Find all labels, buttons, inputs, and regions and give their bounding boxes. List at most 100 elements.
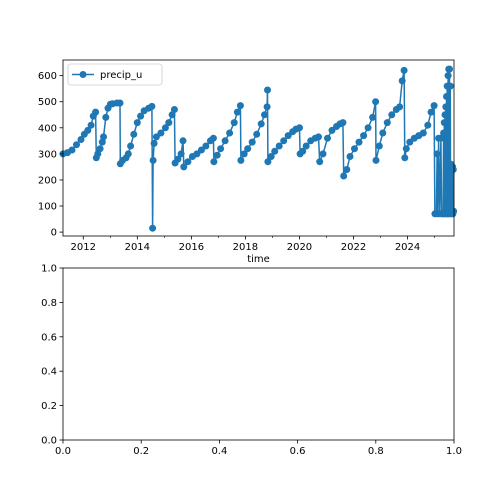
data-point-61 (237, 157, 244, 164)
x-tick-label: 2018 (233, 242, 258, 253)
data-point-103 (379, 130, 386, 137)
legend-label: precip_u (100, 70, 142, 81)
data-point-65 (253, 131, 260, 138)
data-point-98 (365, 124, 372, 131)
data-point-59 (234, 109, 241, 116)
data-point-101 (373, 157, 380, 164)
data-point-78 (296, 124, 303, 131)
data-point-52 (210, 135, 217, 142)
data-point-109 (401, 67, 408, 74)
y-tick-label: 500 (38, 97, 57, 108)
data-point-24 (125, 150, 132, 157)
data-point-87 (324, 135, 331, 142)
legend-marker (80, 71, 87, 78)
data-point-111 (403, 145, 410, 152)
x-tick-label: 2022 (341, 242, 366, 253)
y-tick-label: 0.2 (41, 401, 57, 412)
data-point-57 (226, 130, 233, 137)
y-tick-label: 200 (38, 175, 57, 186)
y-tick-label: 600 (38, 71, 57, 82)
data-point-12 (97, 145, 104, 152)
data-point-91 (339, 119, 346, 126)
x-tick-label: 1.0 (446, 446, 462, 457)
y-tick-label: 1.0 (41, 264, 57, 275)
y-tick-label: 0.6 (41, 332, 57, 343)
data-point-85 (316, 158, 323, 165)
data-point-137 (443, 93, 450, 100)
data-point-97 (360, 132, 367, 139)
data-point-54 (214, 152, 221, 159)
data-point-20 (117, 100, 124, 107)
data-point-72 (271, 148, 278, 155)
data-point-96 (356, 139, 363, 146)
data-point-99 (369, 114, 376, 121)
data-point-116 (424, 122, 431, 129)
data-point-60 (237, 102, 244, 109)
data-point-31 (148, 103, 155, 110)
data-point-141 (445, 72, 452, 79)
data-point-58 (231, 119, 238, 126)
x-tick-label: 2016 (179, 242, 204, 253)
data-point-118 (431, 102, 438, 109)
data-point-135 (442, 103, 449, 110)
y-tick-label: 100 (38, 202, 57, 213)
data-point-64 (249, 139, 256, 146)
data-point-95 (351, 145, 358, 152)
data-point-69 (264, 87, 271, 94)
data-point-14 (100, 133, 107, 140)
x-axis-label: time (247, 254, 270, 265)
data-point-9 (92, 109, 99, 116)
y-tick-label: 0.0 (41, 436, 57, 447)
data-point-107 (396, 103, 403, 110)
data-point-43 (178, 150, 185, 157)
data-point-26 (130, 131, 137, 138)
x-tick-label: 2014 (125, 242, 150, 253)
data-point-63 (244, 145, 251, 152)
data-point-7 (88, 122, 95, 129)
y-tick-label: 300 (38, 149, 57, 160)
data-point-115 (420, 130, 427, 137)
x-tick-label: 0.2 (133, 446, 149, 457)
data-point-100 (372, 98, 379, 105)
data-point-44 (180, 137, 187, 144)
data-point-86 (320, 150, 327, 157)
data-point-129 (440, 130, 447, 137)
data-point-155 (450, 166, 457, 173)
data-point-55 (217, 145, 224, 152)
data-point-145 (446, 66, 453, 73)
y-tick-label: 0 (51, 228, 57, 239)
data-point-131 (441, 119, 448, 126)
data-point-66 (258, 120, 265, 127)
data-point-104 (384, 119, 391, 126)
data-point-32 (149, 225, 156, 232)
x-tick-label: 0.8 (368, 446, 384, 457)
data-point-56 (222, 137, 229, 144)
data-point-40 (171, 106, 178, 113)
data-point-105 (388, 111, 395, 118)
data-point-15 (102, 114, 109, 121)
data-point-94 (347, 153, 354, 160)
data-point-68 (264, 103, 271, 110)
y-tick-label: 0.4 (41, 367, 57, 378)
data-point-92 (340, 173, 347, 180)
data-point-93 (343, 166, 350, 173)
x-tick-label: 2020 (287, 242, 312, 253)
data-point-25 (127, 143, 134, 150)
data-point-33 (150, 157, 157, 164)
data-point-110 (401, 154, 408, 161)
data-point-117 (428, 109, 435, 116)
y-tick-label: 400 (38, 123, 57, 134)
data-point-38 (165, 119, 172, 126)
data-point-102 (376, 143, 383, 150)
legend: precip_u (68, 64, 162, 85)
x-tick-label: 2012 (71, 242, 96, 253)
data-point-34 (151, 140, 158, 147)
data-point-108 (399, 77, 406, 84)
y-tick-label: 0.8 (41, 298, 57, 309)
x-tick-label: 2024 (395, 242, 420, 253)
data-point-121 (434, 150, 441, 157)
x-tick-label: 0.4 (211, 446, 227, 457)
x-tick-label: 0.6 (290, 446, 306, 457)
data-point-2 (69, 147, 76, 154)
